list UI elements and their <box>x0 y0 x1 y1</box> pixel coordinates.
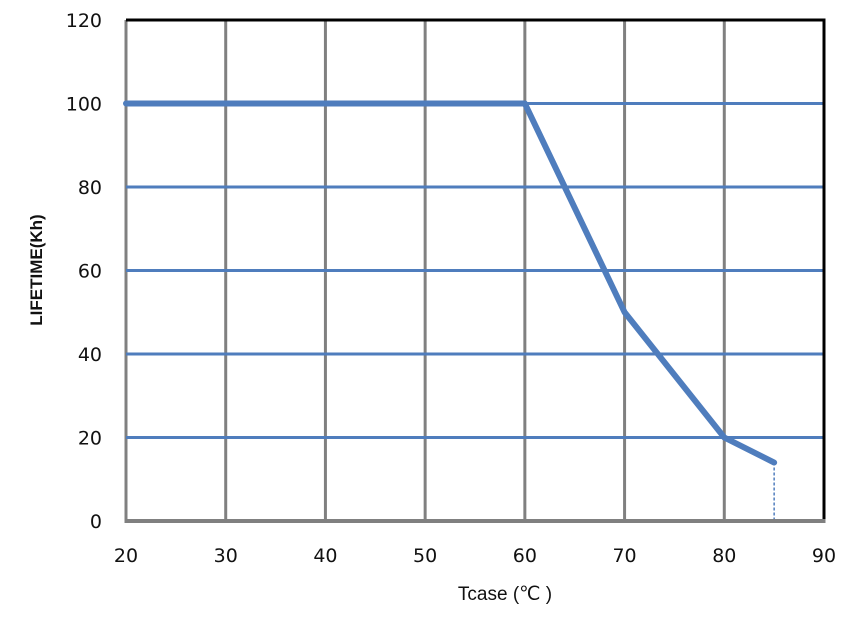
x-tick-label: 20 <box>114 545 138 567</box>
x-tick-label: 30 <box>214 545 238 567</box>
x-tick-label: 60 <box>513 545 537 567</box>
x-tick-label: 50 <box>413 545 437 567</box>
y-tick-label: 80 <box>78 177 102 199</box>
y-axis-label: LIFETIME(Kh) <box>27 214 46 325</box>
horizontal-gridlines <box>126 102 824 439</box>
x-axis-label: Tcase (℃ ) <box>458 584 552 605</box>
y-tick-label: 120 <box>66 10 102 32</box>
y-tick-label: 60 <box>78 261 102 283</box>
data-series <box>123 100 778 519</box>
x-tick-label: 40 <box>313 545 337 567</box>
x-axis-ticks: 20 30 40 50 60 70 80 90 <box>114 545 836 567</box>
y-tick-label: 20 <box>78 428 102 450</box>
lifetime-series-line <box>123 100 778 466</box>
x-tick-label: 70 <box>612 545 636 567</box>
x-tick-label: 90 <box>812 545 836 567</box>
y-tick-label: 40 <box>78 344 102 366</box>
plot-frame <box>124 18 826 523</box>
y-tick-label: 0 <box>90 511 102 533</box>
x-tick-label: 80 <box>712 545 736 567</box>
y-tick-label: 100 <box>66 94 102 116</box>
y-axis-ticks: 0 20 40 60 80 100 120 <box>66 10 102 533</box>
